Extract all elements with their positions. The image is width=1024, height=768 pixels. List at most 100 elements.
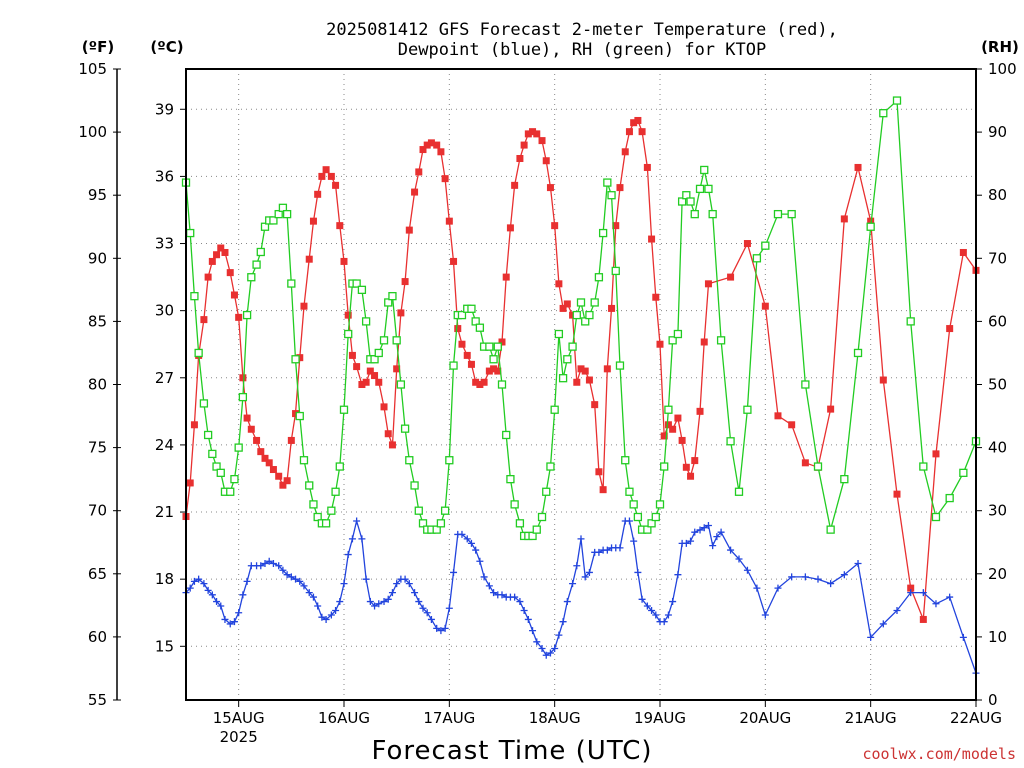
temperature-marker [314,190,322,198]
rh-marker [892,96,902,105]
rh-marker [247,273,256,282]
temperature-marker [472,378,480,386]
temperature-marker [678,436,686,444]
rh-marker [651,512,660,522]
rh-marker [708,209,717,219]
temperature-marker [375,378,383,386]
temperature-marker [388,441,396,449]
temperature-marker [283,477,291,485]
rh-marker [260,222,270,231]
temperature-marker [643,163,651,171]
dewpoint-marker [309,593,317,601]
temperature-marker [494,367,502,375]
dewpoint-marker [340,580,348,588]
credit-text: coolwx.com/models [862,745,1016,763]
dewpoint-marker [546,649,554,657]
rh-marker [542,487,551,496]
dewpoint-marker [538,645,546,653]
temperature-marker [393,365,401,373]
rh-marker [321,519,331,528]
dewpoint-marker [648,606,656,614]
temperature-marker [275,472,283,480]
dewpoint-marker [643,602,651,610]
dewpoint-marker [691,528,699,536]
dewpoint-marker [472,546,480,554]
x-tick-label: 21AUG [845,709,897,727]
dewpoint-marker [932,600,940,608]
dewpoint-marker [652,611,660,619]
dewpoint-marker [463,535,471,543]
dewpoint-marker [433,624,441,632]
dewpoint-marker [696,526,704,534]
rh-marker [203,430,213,440]
dewpoint-marker [221,615,229,623]
rh-marker [581,317,590,326]
temperature-marker [907,584,915,592]
dewpoint-marker [511,593,519,601]
fahrenheit-tick-label: 105 [78,60,107,78]
temperature-marker [563,300,571,308]
rh-marker [734,487,744,496]
temperature-marker [257,448,265,456]
dewpoint-marker [577,535,585,543]
dewpoint-marker [801,573,809,581]
rh-marker [497,380,507,389]
dewpoint-marker [411,589,419,597]
dewpoint-marker [551,645,559,653]
temperature-marker [309,217,317,225]
temperature-marker [322,166,330,174]
dewpoint-marker [827,580,835,588]
rh-marker [313,512,322,522]
dewpoint-marker [879,620,887,628]
rh-marker [405,456,414,465]
temperature-marker [559,304,567,312]
rh-marker [305,481,314,490]
celsius-tick-label: 36 [155,167,174,185]
x-axis-label: Forecast Time (UTC) [371,736,652,766]
temperature-marker [239,374,247,382]
temperature-marker [458,340,466,348]
rh-marker [558,374,568,383]
x-tick-label: 19AUG [634,709,686,727]
rh-marker [598,228,608,238]
dewpoint-marker [318,613,326,621]
temperature-marker [427,139,435,147]
rh-marker [906,317,915,326]
dewpoint-marker [585,568,593,576]
temperature-marker [186,479,194,487]
rh-marker [400,424,410,433]
rh-marker [690,209,699,219]
dewpoint-marker [336,598,344,606]
dewpoint-marker [322,615,330,623]
dewpoint-marker [533,638,541,646]
dewpoint-marker [700,524,708,532]
temperature-marker [476,381,484,388]
dewpoint-marker [257,562,265,570]
temperature-marker [608,304,616,312]
rh-marker [550,405,559,414]
dewpoint-marker [300,582,308,590]
temperature-marker [664,421,672,429]
temperature-marker [743,240,751,248]
dewpoint-marker [717,528,725,536]
dewpoint-marker [542,651,550,659]
dewpoint-marker [348,535,356,543]
temperature-marker [774,412,782,420]
x-tick-label: 18AUG [529,709,581,727]
y-axis-unit-rh: (RH) [981,38,1019,56]
chart-title: 2025081412 GFS Forecast 2-meter Temperat… [326,20,838,60]
rh-marker [216,468,225,477]
dewpoint-marker [907,589,915,597]
temperature-marker [358,381,366,388]
rh-marker [352,279,361,288]
x-tick-label: 22AUG [950,709,1002,727]
dewpoint-marker [814,575,822,583]
rh-marker [773,209,783,219]
rh-marker [186,228,195,238]
dewpoint-marker [959,633,967,641]
temperature-marker [546,184,554,192]
temperature-marker [840,215,848,223]
temperature-marker [467,360,475,368]
temperature-marker [441,175,449,183]
